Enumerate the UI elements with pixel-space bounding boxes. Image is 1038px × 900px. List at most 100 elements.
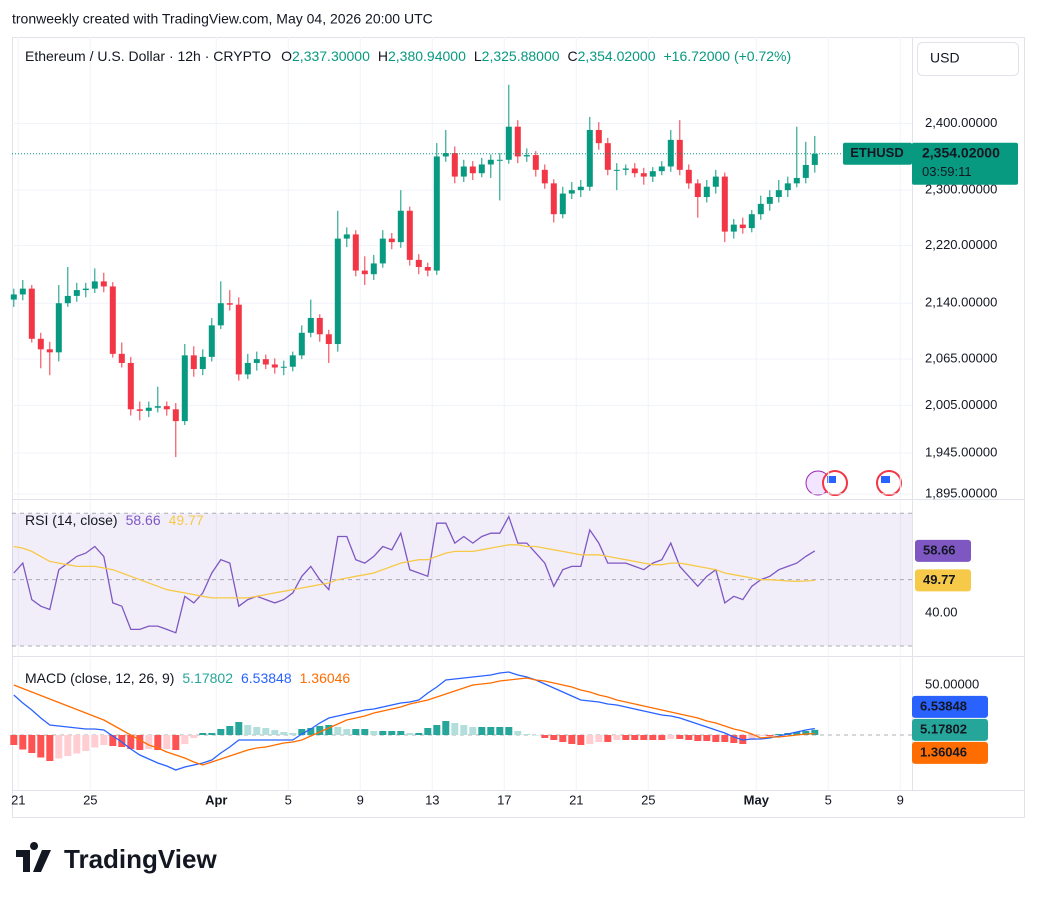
candle-body (523, 155, 530, 157)
histogram-bar (226, 726, 234, 735)
histogram-bar (181, 735, 189, 744)
histogram-bar (334, 727, 342, 735)
chart-frame (12, 37, 1025, 818)
candle-body (406, 210, 413, 260)
candle-body (577, 186, 584, 191)
histogram-bar (46, 735, 54, 761)
candle-body (271, 364, 278, 368)
histogram-bar (10, 735, 18, 745)
ohlc-value: 2,337.30000 (292, 48, 370, 64)
histogram-bar (361, 729, 369, 735)
histogram-bar (91, 735, 99, 748)
candle-body (28, 288, 35, 339)
y-tick-label: 1,945.00000 (925, 444, 997, 459)
candle-body (703, 186, 710, 197)
histogram-bar (298, 729, 306, 735)
candle-body (82, 288, 89, 291)
candle-body (604, 143, 611, 170)
histogram-bar (487, 727, 495, 735)
histogram-bar (172, 735, 180, 750)
histogram-bar (496, 727, 504, 735)
y-tick-label: 2,400.00000 (925, 115, 997, 130)
x-tick-label: May (744, 792, 770, 807)
y-tick-label: 2,140.00000 (925, 295, 997, 310)
candle-body (514, 126, 521, 157)
candle-body (55, 303, 62, 353)
histogram-bar (379, 731, 387, 735)
candle-body (109, 286, 116, 354)
candle-body (775, 190, 782, 197)
candle-body (334, 238, 341, 345)
histogram-bar (109, 735, 117, 746)
histogram-bar (136, 735, 144, 750)
histogram-bar (793, 732, 801, 735)
histogram-bar (757, 735, 765, 736)
candle-body (19, 288, 26, 295)
logo-mark (16, 842, 51, 872)
flag-icons (805, 470, 902, 496)
candle-body (487, 159, 494, 165)
x-tick-label: 9 (897, 792, 904, 807)
histogram-bar (586, 735, 594, 744)
histogram-bar (442, 721, 450, 735)
candle-body (37, 338, 44, 350)
histogram-bar (406, 733, 414, 735)
histogram-bar (460, 725, 468, 735)
candle-body (289, 355, 296, 367)
candle-body (154, 406, 161, 408)
candle-body (559, 193, 566, 215)
candle-body (433, 156, 440, 271)
currency-button[interactable] (917, 42, 1019, 76)
macd-tag-text: 5.17802 (920, 721, 967, 736)
candle-body (118, 353, 125, 363)
histogram-bar (478, 727, 486, 735)
candle-body (244, 362, 251, 375)
candle-body (343, 234, 350, 239)
histogram-bar (307, 728, 315, 735)
histogram-bar (424, 728, 432, 735)
histogram-bar (631, 735, 639, 740)
candle-body (712, 176, 719, 187)
candle-body (217, 303, 224, 326)
rsi-tag-text: 49.77 (923, 572, 956, 587)
candle-body (460, 166, 467, 177)
histogram-bar (730, 735, 738, 743)
histogram-bar (514, 731, 522, 735)
candle-body (10, 294, 17, 300)
ohlc-value: 2,325.88000 (482, 48, 560, 64)
histogram-bar (721, 735, 729, 742)
change-text: +16.72000 (+0.72%) (664, 48, 792, 64)
macd-tag-text: 6.53848 (920, 698, 967, 713)
histogram-bar (145, 735, 153, 749)
candle-body (163, 406, 170, 410)
legend-value: 49.77 (169, 512, 204, 528)
histogram-bar (694, 735, 702, 741)
candle-body (100, 281, 107, 287)
histogram-bar (37, 735, 45, 758)
legend-title: RSI (14, close) (25, 512, 118, 528)
rsi-line (13, 544, 815, 599)
x-tick-label: 17 (497, 792, 511, 807)
x-tick-label: 5 (825, 792, 832, 807)
candle-body (235, 304, 242, 375)
macd-line (13, 671, 815, 771)
brand-logo: TradingView (16, 842, 217, 874)
histogram-bar (685, 735, 693, 740)
histogram-bar (352, 729, 360, 735)
candle-body (136, 409, 143, 411)
flag-part (827, 476, 836, 483)
histogram-bar (622, 735, 630, 740)
macd-line (13, 677, 815, 766)
histogram-bar (532, 735, 540, 736)
candle-body (739, 224, 746, 229)
y-tick-label: 40.00 (925, 604, 958, 619)
countdown-text: 03:59:11 (922, 164, 972, 179)
histogram-bar (316, 726, 324, 735)
histogram-bar (19, 735, 27, 750)
legend-title: MACD (close, 12, 26, 9) (25, 670, 174, 686)
legend-title: Ethereum / U.S. Dollar · 12h · CRYPTO (25, 48, 271, 64)
histogram-bar (100, 735, 108, 745)
candle-body (199, 356, 206, 370)
legend-value: 6.53848 (241, 670, 292, 686)
